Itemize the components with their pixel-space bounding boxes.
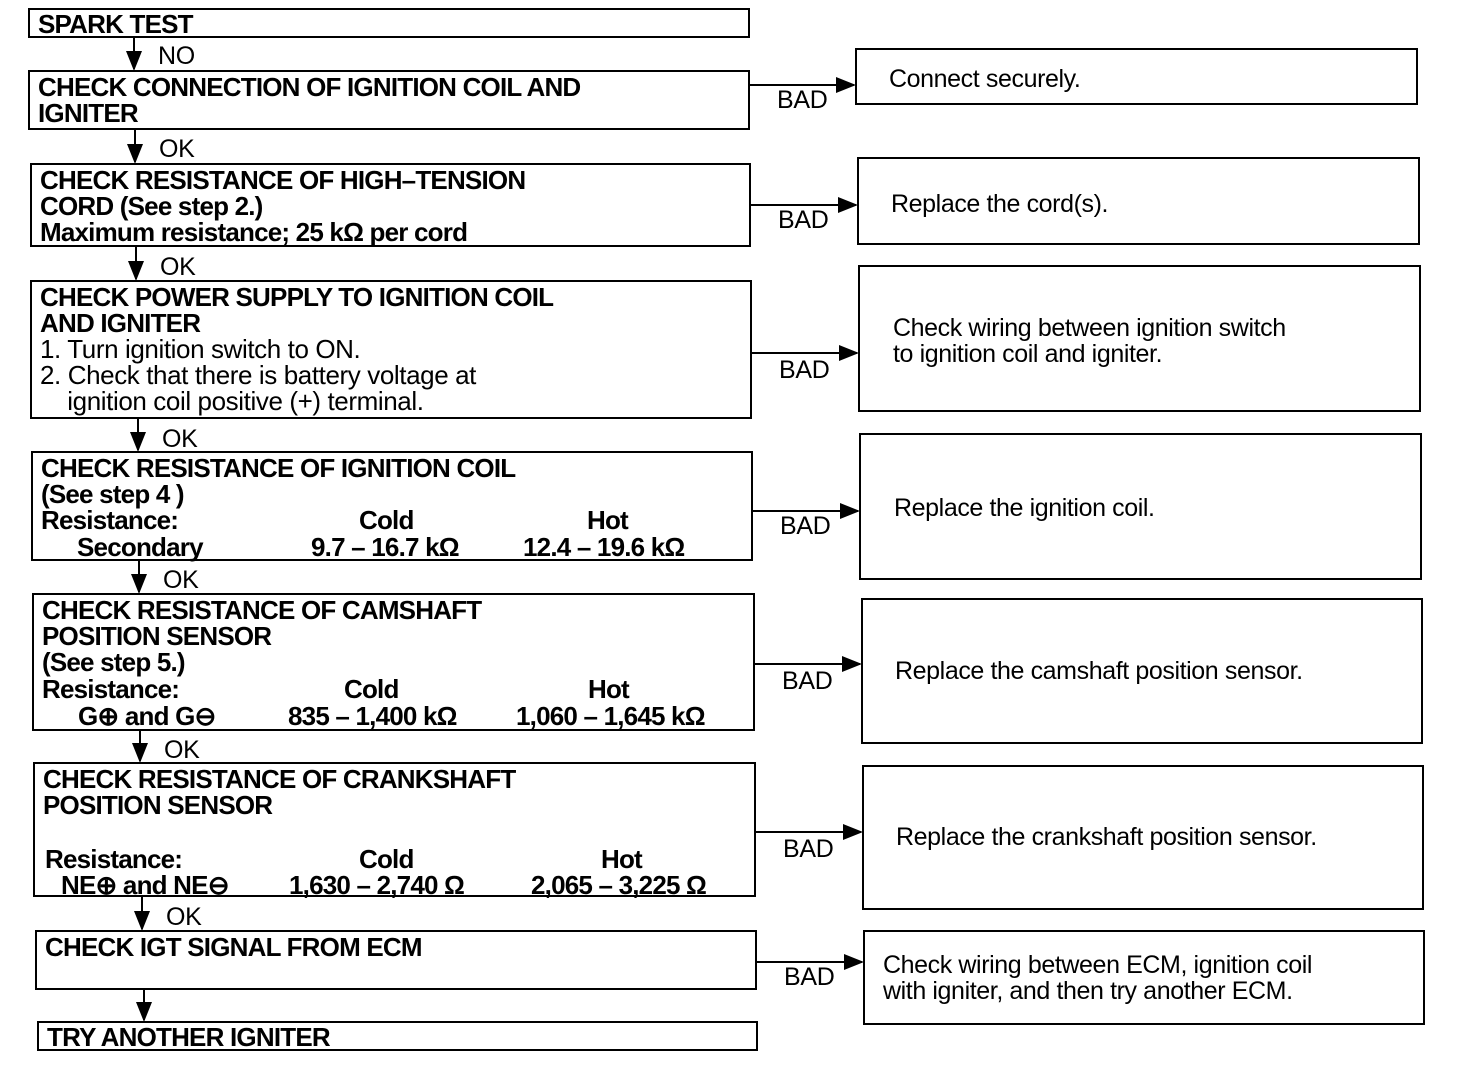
cold-value: 835 – 1,400 kΩ xyxy=(288,701,457,731)
cold-header: Cold xyxy=(359,505,414,535)
cold-value: 9.7 – 16.7 kΩ xyxy=(311,532,460,562)
step-try-another-igniter: TRY ANOTHER IGNITER xyxy=(37,1021,758,1051)
ok-label: OK xyxy=(164,736,200,764)
result-text: Replace the ignition coil. xyxy=(894,494,1155,522)
result-line: Check wiring between ignition switch xyxy=(893,314,1286,342)
resistance-header-row: Resistance: Cold Hot xyxy=(42,676,753,703)
result-text: Connect securely. xyxy=(889,65,1081,93)
hot-header: Hot xyxy=(588,674,630,704)
result-replace-camshaft-sensor: Replace the camshaft position sensor. xyxy=(861,598,1423,744)
step-check-high-tension-cord: CHECK RESISTANCE OF HIGH–TENSION CORD (S… xyxy=(30,163,751,247)
resistance-item: G⊕ and G⊖ xyxy=(78,701,216,731)
step-title-line: (See step 5.) xyxy=(42,647,186,677)
result-text: Replace the crankshaft position sensor. xyxy=(896,823,1317,851)
cold-header: Cold xyxy=(359,844,414,874)
step-title-line: AND IGNITER xyxy=(40,308,201,338)
ok-label: OK xyxy=(160,253,196,281)
step-check-camshaft-sensor: CHECK RESISTANCE OF CAMSHAFT POSITION SE… xyxy=(32,593,755,731)
result-replace-crankshaft-sensor: Replace the crankshaft position sensor. xyxy=(862,765,1424,910)
hot-header: Hot xyxy=(587,505,629,535)
hot-value: 12.4 – 19.6 kΩ xyxy=(523,532,685,562)
bad-label: BAD xyxy=(779,356,830,384)
bad-label: BAD xyxy=(784,963,835,991)
resistance-value-row: G⊕ and G⊖ 835 – 1,400 kΩ 1,060 – 1,645 k… xyxy=(42,703,753,730)
instruction-line: 2. Check that there is battery voltage a… xyxy=(40,360,476,390)
resistance-header-row: Resistance: Cold Hot xyxy=(41,507,751,534)
bad-label: BAD xyxy=(783,835,834,863)
step-title-line: (See step 4 ) xyxy=(41,479,185,509)
ok-label: OK xyxy=(162,425,198,453)
hot-value: 1,060 – 1,645 kΩ xyxy=(516,701,706,731)
bad-label: BAD xyxy=(777,86,828,114)
step-title-line: POSITION SENSOR xyxy=(43,790,273,820)
step-title-line: POSITION SENSOR xyxy=(42,621,272,651)
resistance-item: NE⊕ and NE⊖ xyxy=(61,870,229,900)
resistance-header-row: Resistance: Cold Hot xyxy=(43,846,754,873)
bad-label: BAD xyxy=(778,206,829,234)
instruction-line: 1. Turn ignition switch to ON. xyxy=(40,334,361,364)
bad-label: BAD xyxy=(780,512,831,540)
result-check-wiring-ignition-switch: Check wiring between ignition switch to … xyxy=(858,265,1421,412)
ok-label: OK xyxy=(159,135,195,163)
step-check-power-supply: CHECK POWER SUPPLY TO IGNITION COIL AND … xyxy=(30,280,752,419)
bad-label: BAD xyxy=(782,667,833,695)
ok-label: OK xyxy=(166,903,202,931)
instruction-line: ignition coil positive (+) terminal. xyxy=(40,386,424,416)
resistance-label: Resistance: xyxy=(42,674,180,704)
step-spark-test: SPARK TEST xyxy=(28,8,750,38)
step-title-line: CHECK IGT SIGNAL FROM ECM xyxy=(45,932,423,962)
result-check-wiring-ecm: Check wiring between ECM, ignition coil … xyxy=(863,930,1425,1025)
resistance-value-row: NE⊕ and NE⊖ 1,630 – 2,740 Ω 2,065 – 3,22… xyxy=(43,872,754,899)
step-check-connection: CHECK CONNECTION OF IGNITION COIL AND IG… xyxy=(28,70,750,130)
result-replace-cords: Replace the cord(s). xyxy=(857,157,1420,245)
result-line: Check wiring between ECM, ignition coil xyxy=(883,951,1313,979)
step-check-igt-signal: CHECK IGT SIGNAL FROM ECM xyxy=(35,930,757,990)
hot-value: 2,065 – 3,225 Ω xyxy=(531,870,707,900)
step-title: SPARK TEST xyxy=(38,9,194,39)
cold-header: Cold xyxy=(344,674,399,704)
step-check-ignition-coil: CHECK RESISTANCE OF IGNITION COIL (See s… xyxy=(31,451,753,561)
step-title-line: Maximum resistance; 25 kΩ per cord xyxy=(40,217,468,247)
cold-value: 1,630 – 2,740 Ω xyxy=(289,870,465,900)
resistance-value-row: Secondary 9.7 – 16.7 kΩ 12.4 – 19.6 kΩ xyxy=(41,534,751,561)
result-line: with igniter, and then try another ECM. xyxy=(883,977,1293,1005)
step-title-line: IGNITER xyxy=(38,98,139,128)
step-title-line: CHECK RESISTANCE OF CRANKSHAFT xyxy=(43,764,516,794)
result-text: Check wiring between ignition switch to … xyxy=(893,315,1286,367)
step-title-line: CHECK CONNECTION OF IGNITION COIL AND xyxy=(38,72,581,102)
result-text: Replace the camshaft position sensor. xyxy=(895,657,1303,685)
step-title-line: CHECK POWER SUPPLY TO IGNITION COIL xyxy=(40,282,554,312)
ok-label: OK xyxy=(163,566,199,594)
step-title: TRY ANOTHER IGNITER xyxy=(47,1022,331,1052)
step-title-line: CHECK RESISTANCE OF IGNITION COIL xyxy=(41,453,516,483)
result-line: to ignition coil and igniter. xyxy=(893,340,1163,368)
step-title-line: CORD (See step 2.) xyxy=(40,191,263,221)
result-connect-securely: Connect securely. xyxy=(855,48,1418,105)
result-text: Check wiring between ECM, ignition coil … xyxy=(883,952,1312,1004)
resistance-label: Resistance: xyxy=(41,505,179,535)
result-replace-ignition-coil: Replace the ignition coil. xyxy=(859,433,1422,580)
step-title-line: CHECK RESISTANCE OF HIGH–TENSION xyxy=(40,165,526,195)
result-text: Replace the cord(s). xyxy=(891,190,1109,218)
resistance-label: Resistance: xyxy=(45,844,183,874)
hot-header: Hot xyxy=(601,844,643,874)
no-label: NO xyxy=(158,42,195,70)
resistance-item: Secondary xyxy=(77,532,204,562)
step-title-line: CHECK RESISTANCE OF CAMSHAFT xyxy=(42,595,482,625)
step-check-crankshaft-sensor: CHECK RESISTANCE OF CRANKSHAFT POSITION … xyxy=(33,762,756,899)
